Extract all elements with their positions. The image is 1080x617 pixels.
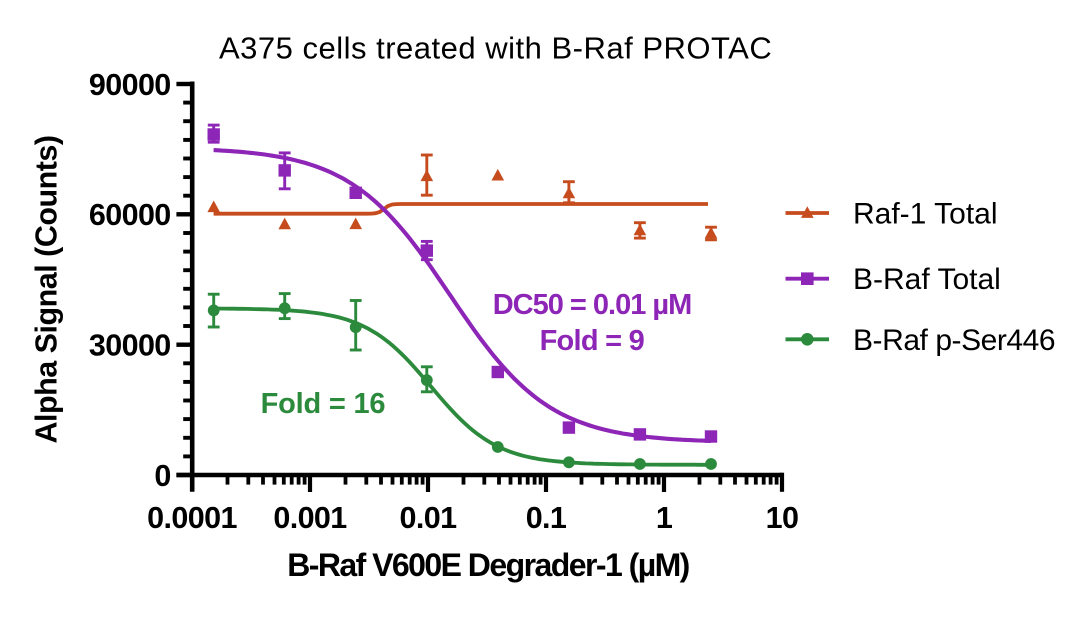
svg-text:0.1: 0.1 [526,501,567,535]
svg-text:30000: 30000 [89,329,171,363]
svg-text:Fold = 16: Fold = 16 [261,388,386,420]
svg-text:0.001: 0.001 [273,501,347,535]
svg-text:10: 10 [766,501,799,535]
svg-text:B-Raf p-Ser446: B-Raf p-Ser446 [853,324,1055,357]
svg-text:Raf-1 Total: Raf-1 Total [853,198,998,231]
svg-text:A375 cells treated with B-Raf: A375 cells treated with B-Raf PROTAC [219,31,772,66]
svg-text:B-Raf Total: B-Raf Total [853,263,1001,296]
svg-text:DC50 = 0.01 µM: DC50 = 0.01 µM [493,289,692,321]
svg-text:B-Raf V600E Degrader-1 (µM): B-Raf V600E Degrader-1 (µM) [287,547,689,583]
svg-text:90000: 90000 [89,68,171,102]
svg-text:Fold = 9: Fold = 9 [540,325,645,357]
svg-text:0.01: 0.01 [400,501,458,535]
svg-text:0: 0 [154,459,170,493]
svg-text:Alpha Signal (Counts): Alpha Signal (Counts) [30,135,64,443]
svg-text:1: 1 [656,501,673,535]
svg-text:60000: 60000 [89,198,171,232]
svg-text:0.0001: 0.0001 [147,501,237,535]
